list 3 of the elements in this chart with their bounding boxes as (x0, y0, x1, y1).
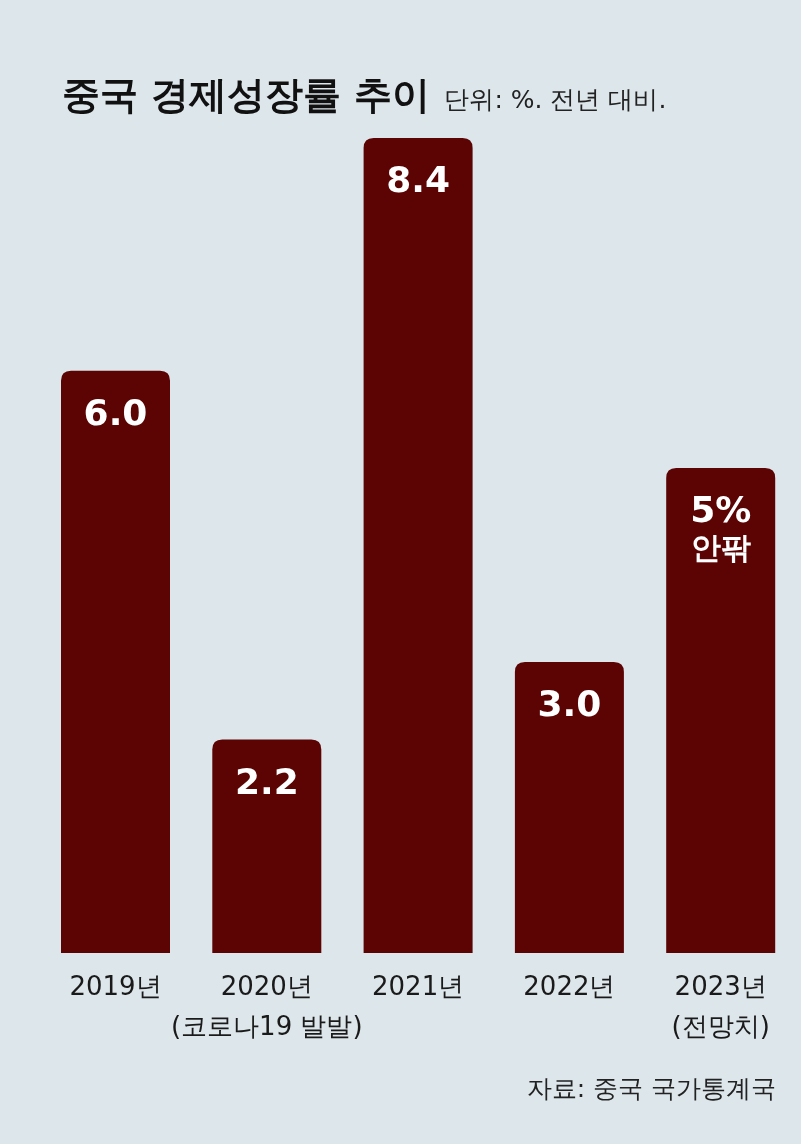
annotation: 자료: 중국 국가통계국 (526, 1074, 776, 1103)
title: 중국 경제성장률 추이 (62, 73, 431, 117)
subtitle: 단위: %. 전년 대비. (444, 85, 667, 114)
